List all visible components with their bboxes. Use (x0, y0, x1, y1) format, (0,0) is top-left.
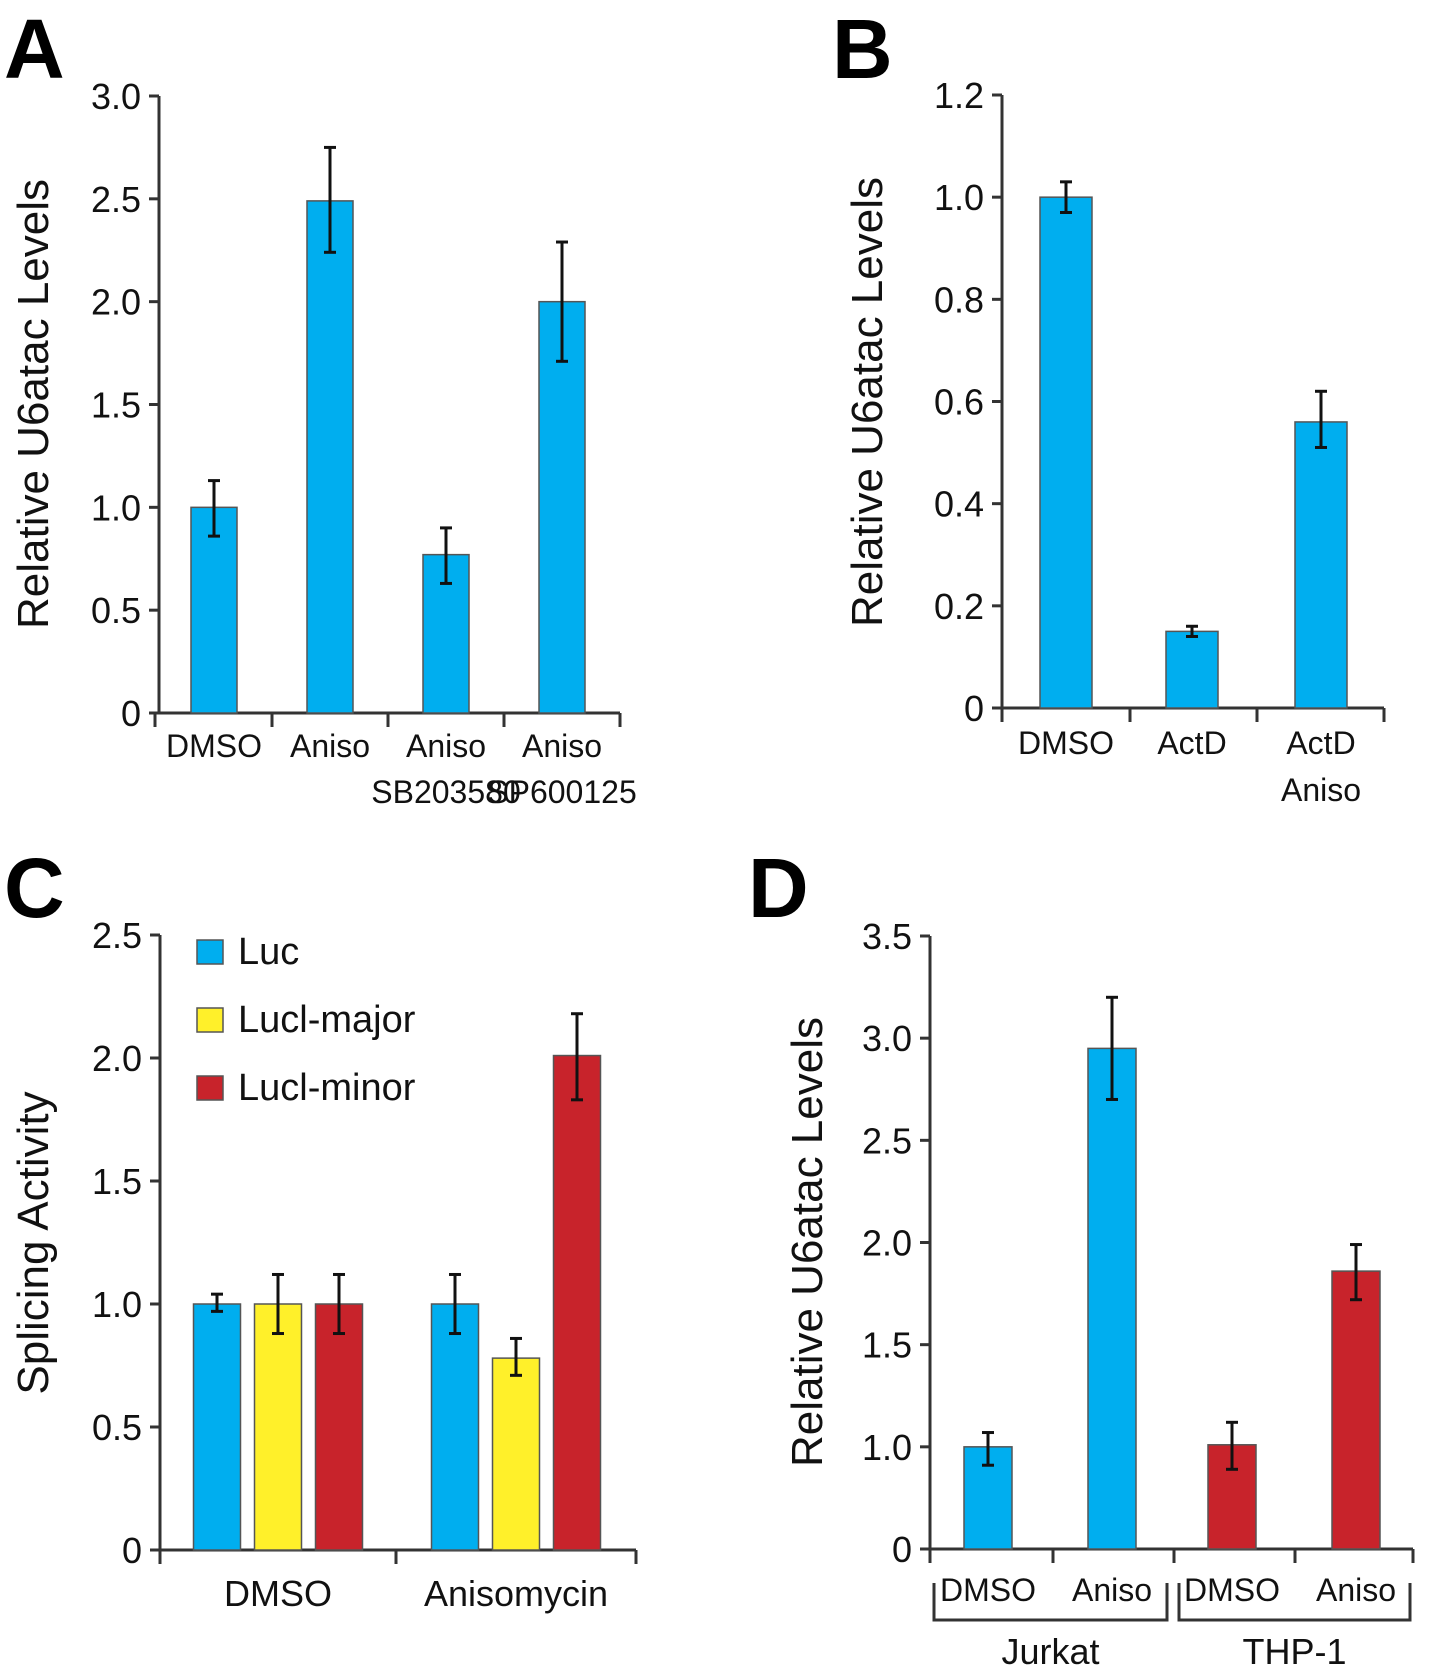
legend-swatch (196, 939, 224, 965)
panel-letter-a: A (4, 2, 65, 96)
y-tick-label: 1.0 (92, 1284, 142, 1325)
y-tick-label: 0.8 (934, 279, 984, 320)
bar (491, 1357, 541, 1551)
y-tick-label: 1.0 (934, 177, 984, 218)
y-tick-label: 3.5 (862, 916, 912, 957)
x-tick-label: Aniso (1281, 772, 1361, 808)
x-tick-label: DMSO (1018, 725, 1114, 761)
x-tick-label: Aniso (290, 728, 370, 764)
bar (538, 300, 586, 714)
x-tick-label: DMSO (940, 1572, 1036, 1608)
x-tick-label: Aniso (1316, 1572, 1396, 1608)
x-tick-label: SP600125 (487, 774, 636, 810)
y-tick-label: 0 (122, 1530, 142, 1571)
group-bracket (1177, 1583, 1412, 1622)
x-tick-label: Aniso (522, 728, 602, 764)
group-bracket (932, 1583, 1169, 1622)
legend-label: Lucl-minor (238, 1067, 416, 1109)
x-tick-label: Anisomycin (424, 1573, 608, 1614)
y-tick-label: 2.0 (92, 1038, 142, 1079)
y-tick-label: 3.0 (862, 1018, 912, 1059)
y-tick-label: 0.4 (934, 484, 984, 525)
bar (306, 200, 354, 714)
bar (1331, 1270, 1381, 1550)
y-tick-label: 2.5 (91, 179, 141, 220)
x-tick-label: Aniso (406, 728, 486, 764)
x-tick-label: Aniso (1072, 1572, 1152, 1608)
y-tick-label: 0 (121, 693, 141, 734)
y-tick-label: 1.5 (91, 385, 141, 426)
bar (192, 1303, 242, 1551)
y-tick-label: 0.5 (91, 590, 141, 631)
panel-d: D 0 1.0 1.5 2.0 2.5 3.0 3.5 Relative U6atac Lev… (748, 841, 1415, 1672)
x-tick-label: ActD (1286, 725, 1355, 761)
y-tick-label: 2.5 (92, 915, 142, 956)
y-tick-label: 1.5 (862, 1325, 912, 1366)
y-tick-label: 0.5 (92, 1407, 142, 1448)
y-tick-label: 3.0 (91, 76, 141, 117)
panel-a: A 0 0.5 1.0 1.5 2.0 2.5 3.0 Relative U6atac Lev… (4, 2, 637, 810)
panel-c: C 0 0.5 1.0 1.5 2.0 2.5 Splicing Activity DMSO A… (4, 841, 638, 1614)
bar (1087, 1047, 1137, 1550)
panel-b: B 0 0.2 0.4 0.6 0.8 1.0 1.2 Relative U6atac Lev… (832, 2, 1386, 808)
legend-label: Luc (238, 931, 299, 973)
legend-swatch (196, 1075, 224, 1101)
y-tick-label: 1.0 (91, 487, 141, 528)
x-tick-label: DMSO (1184, 1572, 1280, 1608)
y-tick-label: 0.2 (934, 586, 984, 627)
y-axis-title: Relative U6atac Levels (843, 177, 892, 627)
bar (552, 1054, 602, 1551)
y-tick-label: 0 (964, 688, 984, 729)
bar (190, 506, 238, 714)
bar (314, 1303, 364, 1551)
panel-letter-d: D (748, 841, 809, 935)
x-tick-label: SB203580 (371, 774, 520, 810)
legend-label: Lucl-major (238, 999, 416, 1041)
y-tick-label: 1.2 (934, 75, 984, 116)
group-label: THP-1 (1242, 1631, 1346, 1672)
panel-letter-b: B (832, 2, 893, 96)
y-axis-title: Relative U6atac Levels (9, 179, 58, 629)
bar (1165, 630, 1219, 709)
y-tick-label: 0 (892, 1529, 912, 1570)
y-axis-title: Splicing Activity (9, 1091, 58, 1394)
bar (1294, 421, 1348, 709)
legend-swatch (196, 1007, 224, 1033)
y-tick-label: 1.0 (862, 1427, 912, 1468)
y-axis-title: Relative U6atac Levels (783, 1017, 832, 1467)
y-tick-label: 2.0 (862, 1223, 912, 1264)
y-tick-label: 2.5 (862, 1120, 912, 1161)
y-tick-label: 0.6 (934, 382, 984, 423)
y-tick-label: 1.5 (92, 1161, 142, 1202)
bar (253, 1303, 303, 1551)
panel-letter-c: C (4, 841, 65, 935)
bar (1039, 196, 1093, 709)
y-tick-label: 2.0 (91, 282, 141, 323)
x-tick-label: DMSO (224, 1573, 332, 1614)
group-label: Jurkat (1001, 1631, 1099, 1672)
x-tick-label: ActD (1157, 725, 1226, 761)
bar (430, 1303, 480, 1551)
x-tick-label: DMSO (166, 728, 262, 764)
